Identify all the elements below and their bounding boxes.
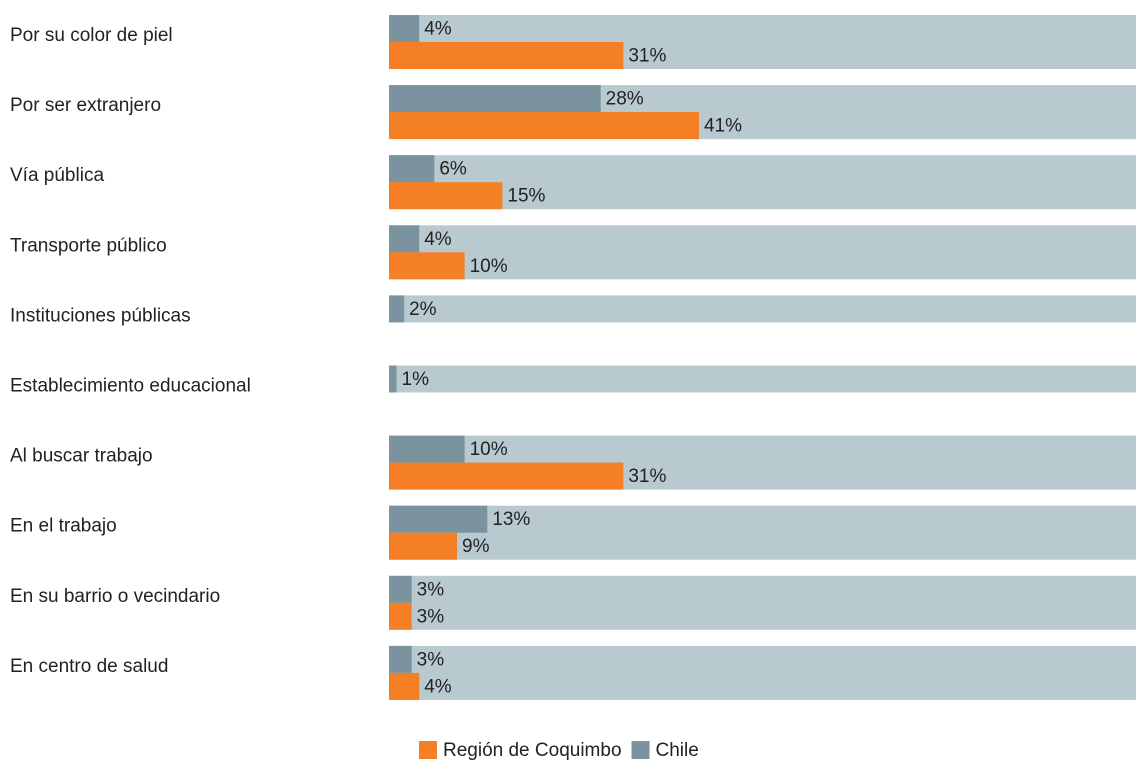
bar [389,645,412,673]
category-label: Por su color de piel [10,25,173,46]
bar [389,42,624,69]
category-label: En su barrio o vecindario [10,586,220,607]
track [389,225,1136,280]
bar [389,365,397,393]
track [389,645,1136,700]
category-label: Por ser extranjero [10,95,161,116]
bar [389,672,420,700]
category-label: Instituciones públicas [10,305,191,326]
bar [389,182,503,210]
track [389,155,1136,210]
value-label: 10% [470,439,508,460]
bar [389,85,601,113]
category-label: En el trabajo [10,516,117,537]
bar [389,462,624,490]
value-label: 41% [704,116,742,137]
category-label: Establecimiento educacional [10,376,251,397]
value-label: 4% [424,676,452,697]
value-label: 9% [462,536,490,557]
bar [389,252,465,280]
track [389,365,1136,393]
value-label: 4% [424,19,452,40]
bar [389,155,435,183]
value-label: 3% [417,579,445,600]
value-label: 3% [417,606,445,627]
value-label: 10% [470,256,508,277]
legend-swatch [419,741,437,759]
legend-label: Chile [656,740,699,761]
value-label: 28% [606,89,644,110]
value-label: 31% [628,46,666,67]
legend-swatch [631,741,650,759]
value-label: 3% [417,649,445,670]
track [389,575,1136,630]
category-label: En centro de salud [10,656,168,677]
bar [389,295,405,323]
category-label: Al buscar trabajo [10,446,153,467]
value-label: 15% [507,186,545,207]
category-label: Vía pública [10,165,104,186]
legend-label: Región de Coquimbo [443,740,622,761]
bar [389,602,412,630]
value-label: 1% [402,369,430,390]
track [389,295,1136,323]
bar [389,225,420,253]
value-label: 6% [439,159,467,180]
value-label: 4% [424,229,452,250]
bar [389,575,412,603]
value-label: 13% [492,509,530,530]
category-label: Transporte público [10,235,167,256]
bar [389,15,420,42]
bar [389,532,458,560]
bar [389,435,465,463]
value-label: 2% [409,299,437,320]
value-label: 31% [628,466,666,487]
bar [389,112,699,140]
bar [389,505,488,533]
track [389,505,1136,560]
